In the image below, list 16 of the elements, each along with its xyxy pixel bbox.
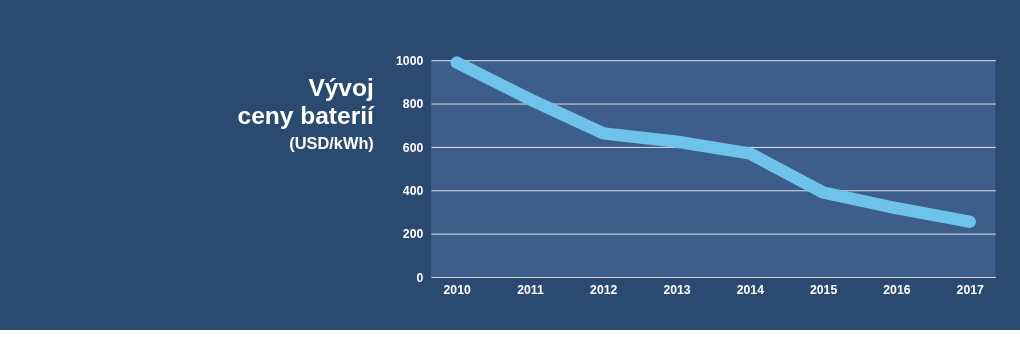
x-tick-label: 2014: [736, 282, 765, 297]
y-tick-label: 600: [402, 140, 424, 155]
x-tick-label: 2017: [956, 282, 985, 297]
y-tick-label: 400: [402, 183, 424, 198]
x-tick-label: 2015: [809, 282, 838, 297]
x-tick-label: 2010: [443, 282, 471, 297]
x-tick-label: 2011: [517, 282, 544, 297]
y-tick-label: 200: [402, 227, 424, 242]
x-tick-label: 2016: [883, 282, 911, 297]
x-tick-label: 2013: [663, 282, 691, 297]
y-tick-label: 1000: [396, 53, 424, 68]
text: Vývoj ceny baterií: [237, 74, 375, 130]
y-axis-title: (USD/kWh): [289, 133, 374, 152]
x-tick-label: 2012: [590, 282, 618, 297]
y-tick-label: 0: [416, 270, 424, 285]
y-tick-label: 800: [402, 97, 424, 112]
